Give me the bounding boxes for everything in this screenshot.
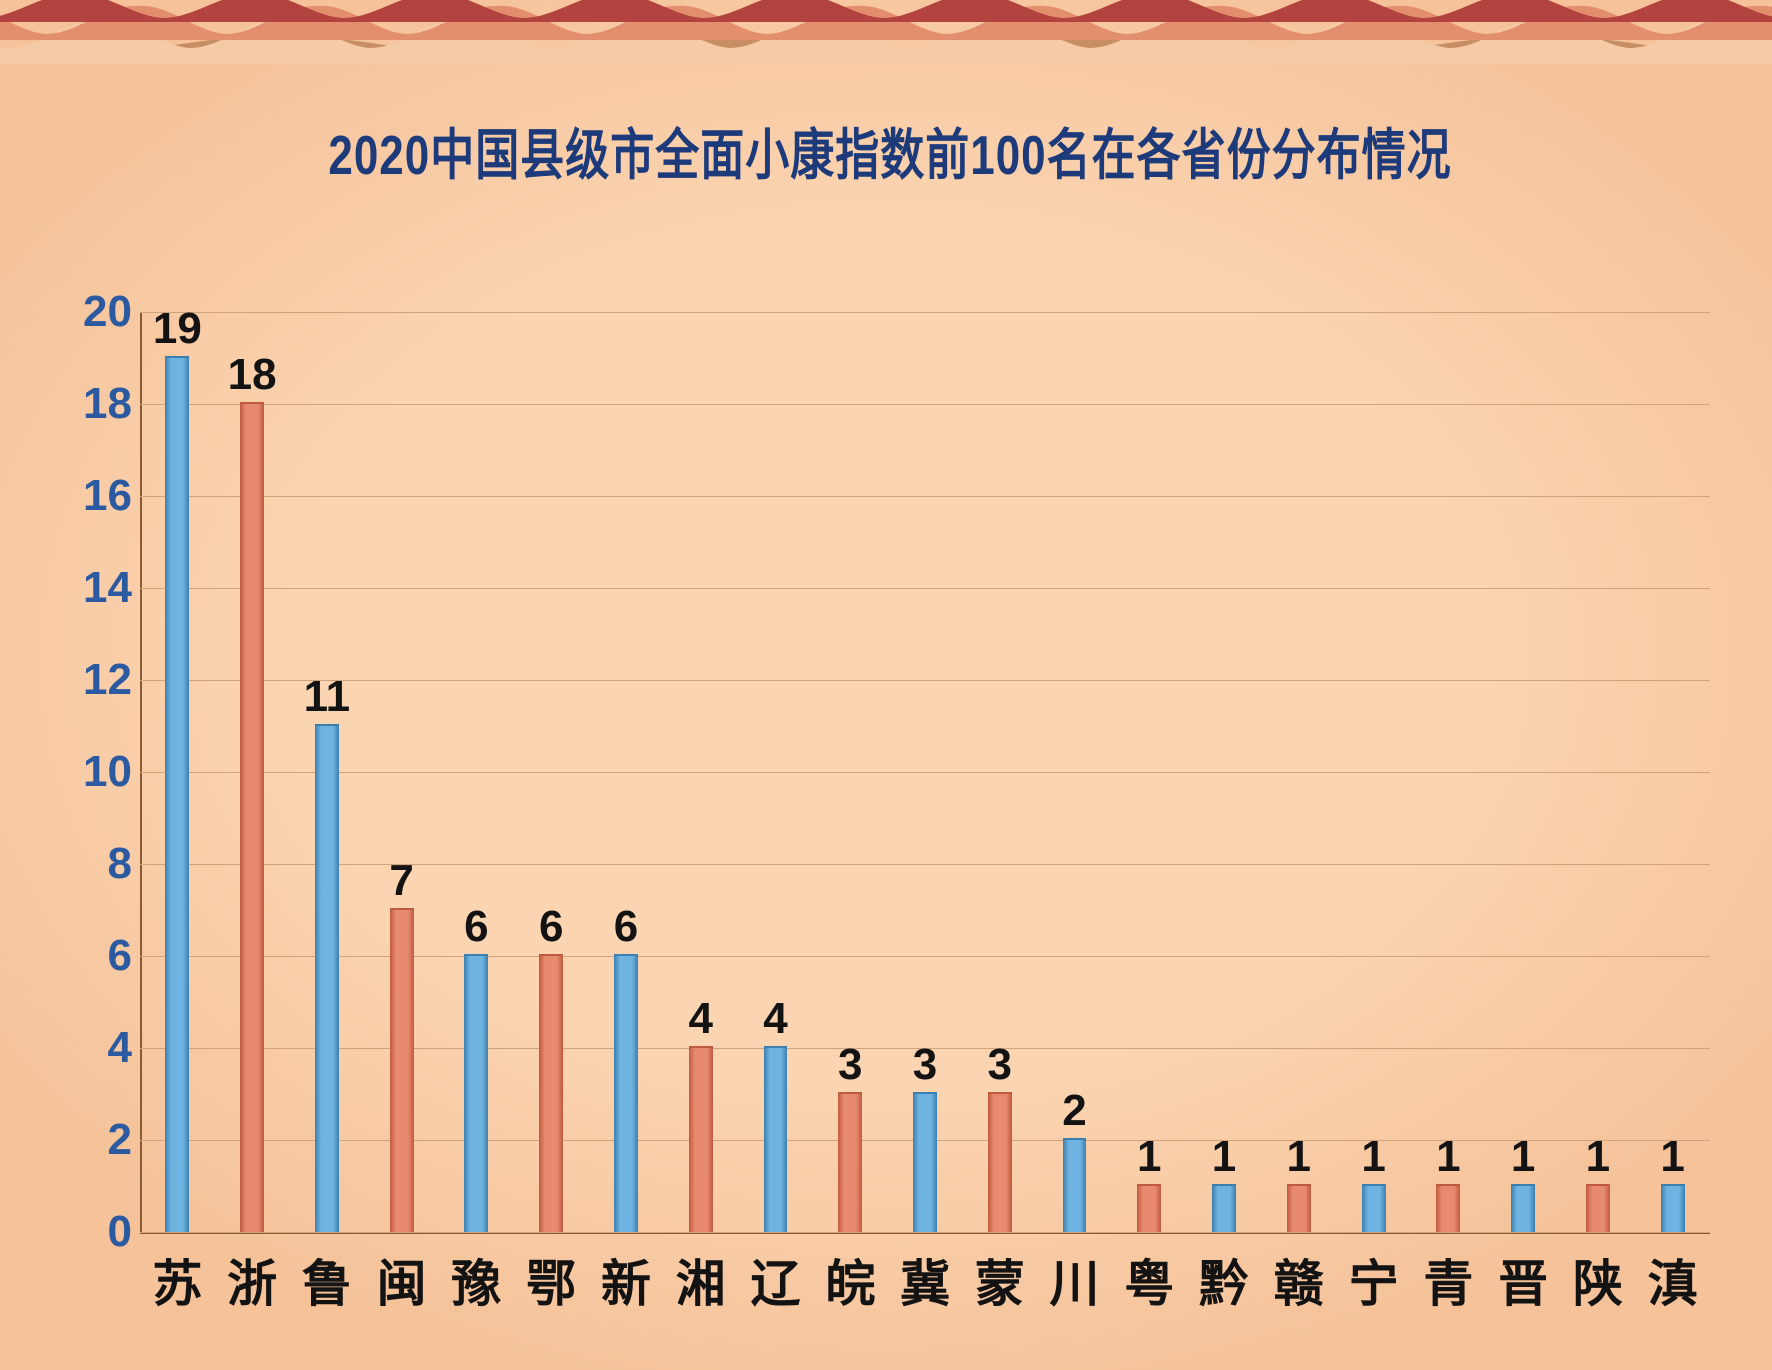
banner-waves: [0, 0, 1772, 64]
grid-line: [140, 588, 1710, 589]
y-tick-label: 8: [108, 839, 132, 889]
grid-line: [140, 772, 1710, 773]
page-root: 2020中国县级市全面小康指数前100名在各省份分布情况 02468101214…: [0, 0, 1772, 1370]
y-axis-line: [140, 312, 142, 1234]
bar: [764, 1046, 788, 1232]
x-tick-label: 闽: [377, 1244, 427, 1316]
grid-line: [140, 956, 1710, 957]
bar: [838, 1092, 862, 1232]
x-tick-label: 蒙: [975, 1244, 1025, 1316]
chart-area: 2020中国县级市全面小康指数前100名在各省份分布情况 02468101214…: [70, 90, 1710, 1320]
value-label: 1: [1361, 1132, 1385, 1182]
plot-inner: 191811766644333211111111: [140, 312, 1710, 1232]
value-label: 11: [304, 672, 351, 722]
y-tick-label: 0: [108, 1207, 132, 1257]
value-label: 1: [1287, 1132, 1311, 1182]
bar: [988, 1092, 1012, 1232]
y-tick-label: 14: [83, 563, 132, 613]
value-label: 1: [1586, 1132, 1610, 1182]
x-tick-label: 湘: [676, 1244, 726, 1316]
x-tick-label: 新: [601, 1244, 651, 1316]
bar: [1586, 1184, 1610, 1232]
y-tick-label: 10: [83, 747, 132, 797]
bar: [165, 356, 189, 1232]
y-tick-label: 4: [108, 1023, 132, 1073]
bar: [390, 908, 414, 1232]
value-label: 1: [1212, 1132, 1236, 1182]
bar: [1436, 1184, 1460, 1232]
x-tick-label: 川: [1050, 1244, 1100, 1316]
bar: [464, 954, 488, 1232]
value-label: 1: [1660, 1132, 1684, 1182]
grid-line: [140, 864, 1710, 865]
bar: [913, 1092, 937, 1232]
x-axis-labels: 苏浙鲁闽豫鄂新湘辽皖冀蒙川粤黔赣宁青晋陕滇: [140, 1244, 1710, 1324]
value-label: 1: [1511, 1132, 1535, 1182]
plot-region: 02468101214161820 1918117666443332111111…: [70, 312, 1710, 1232]
y-tick-label: 20: [83, 287, 132, 337]
value-label: 18: [228, 350, 277, 400]
x-tick-label: 滇: [1648, 1244, 1698, 1316]
bar: [315, 724, 339, 1232]
value-label: 6: [614, 902, 638, 952]
value-label: 3: [913, 1040, 937, 1090]
value-label: 3: [838, 1040, 862, 1090]
value-label: 6: [539, 902, 563, 952]
value-label: 1: [1436, 1132, 1460, 1182]
bar: [1511, 1184, 1535, 1232]
x-tick-label: 辽: [750, 1244, 800, 1316]
x-tick-label: 陕: [1573, 1244, 1623, 1316]
x-tick-label: 豫: [451, 1244, 501, 1316]
y-tick-label: 18: [83, 379, 132, 429]
bar: [1362, 1184, 1386, 1232]
chart-title: 2020中国县级市全面小康指数前100名在各省份分布情况: [70, 110, 1710, 190]
x-tick-label: 粤: [1124, 1244, 1174, 1316]
bar: [1661, 1184, 1685, 1232]
y-tick-label: 2: [108, 1115, 132, 1165]
bar: [689, 1046, 713, 1232]
y-tick-label: 6: [108, 931, 132, 981]
y-axis: 02468101214161820: [70, 312, 140, 1232]
value-label: 4: [763, 994, 787, 1044]
bar: [614, 954, 638, 1232]
decorative-top-banner: [0, 0, 1772, 64]
value-label: 19: [153, 304, 202, 354]
value-label: 7: [389, 856, 413, 906]
y-tick-label: 16: [83, 471, 132, 521]
grid-line: [140, 312, 1710, 313]
x-tick-label: 苏: [152, 1244, 202, 1316]
x-tick-label: 鲁: [302, 1244, 352, 1316]
bar: [539, 954, 563, 1232]
value-label: 1: [1137, 1132, 1161, 1182]
grid-line: [140, 496, 1710, 497]
x-tick-label: 鄂: [526, 1244, 576, 1316]
x-tick-label: 宁: [1349, 1244, 1399, 1316]
bar: [1287, 1184, 1311, 1232]
x-tick-label: 赣: [1274, 1244, 1324, 1316]
grid-line: [140, 1232, 1710, 1233]
bar: [1137, 1184, 1161, 1232]
x-tick-label: 黔: [1199, 1244, 1249, 1316]
x-tick-label: 浙: [227, 1244, 277, 1316]
y-tick-label: 12: [83, 655, 132, 705]
bar: [1212, 1184, 1236, 1232]
x-tick-label: 青: [1423, 1244, 1473, 1316]
grid-line: [140, 680, 1710, 681]
bar: [240, 402, 264, 1232]
x-tick-label: 晋: [1498, 1244, 1548, 1316]
value-label: 6: [464, 902, 488, 952]
value-label: 3: [988, 1040, 1012, 1090]
x-tick-label: 冀: [900, 1244, 950, 1316]
bar: [1063, 1138, 1087, 1232]
value-label: 2: [1062, 1086, 1086, 1136]
x-tick-label: 皖: [825, 1244, 875, 1316]
value-label: 4: [688, 994, 712, 1044]
grid-line: [140, 404, 1710, 405]
